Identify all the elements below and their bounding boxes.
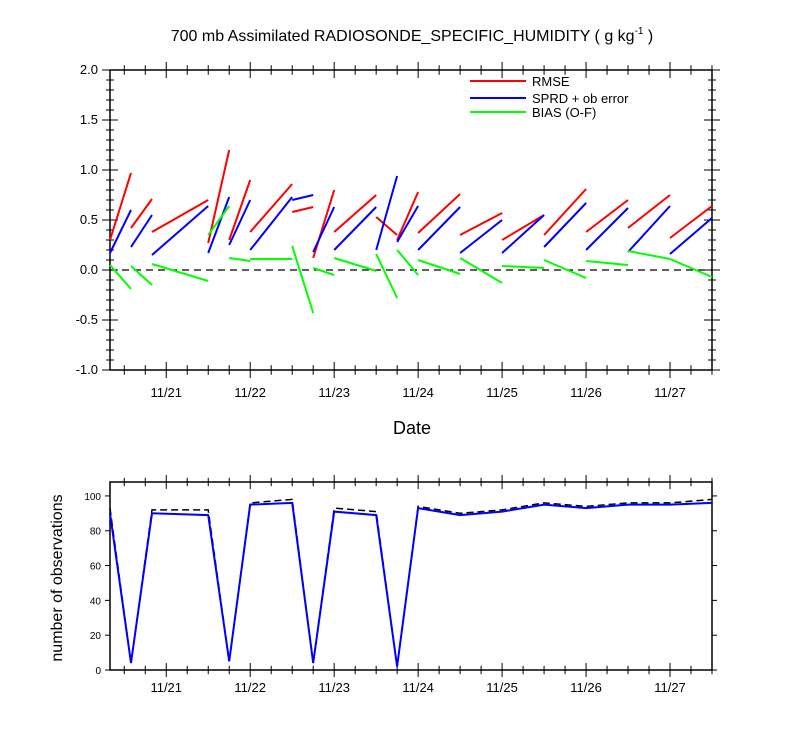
series-bias-o-f-segment xyxy=(502,265,545,269)
top-plot-area: -1.0 -0.5 0.0 0.5 1.0 1.5 2.0 11/21 11/22 11/23 11… xyxy=(76,62,720,400)
series-sprd-ob-error-segment xyxy=(151,205,209,256)
y-tick-label: 0.5 xyxy=(80,212,98,227)
y-tick-label: 40 xyxy=(90,596,102,607)
bottom-plot-area: 0 20 40 60 80 100 11/21 11/22 11/23 11/24 11/25 11/… xyxy=(84,475,717,695)
x-tick-label: 11/26 xyxy=(570,680,602,695)
series-rmse-segment xyxy=(375,216,398,236)
series-bias-o-f-segment xyxy=(312,267,335,276)
series-bias-o-f-segment xyxy=(627,250,671,260)
series-rmse-segment xyxy=(291,206,314,213)
x-tick-label: 11/25 xyxy=(486,680,518,695)
y-tick-label: 60 xyxy=(90,562,102,573)
series-sprd-ob-error-segment xyxy=(417,206,461,251)
observation-count-panel: 0 20 40 60 80 100 11/21 11/22 11/23 11/24 11/25 11/… xyxy=(49,475,717,695)
y-tick-label: 1.0 xyxy=(80,162,98,177)
series-sprd-ob-error-segment xyxy=(627,205,671,253)
humidity-stats-panel: 700 mb Assimilated RADIOSONDE_SPECIFIC_H… xyxy=(76,26,720,438)
series-bias-o-f-segment xyxy=(229,257,251,262)
x-tick-label: 11/25 xyxy=(486,385,518,400)
x-tick-label: 11/23 xyxy=(318,385,350,400)
x-tick-label: 11/27 xyxy=(654,680,686,695)
plot-frame xyxy=(109,481,713,671)
series-bias-o-f-segment xyxy=(417,259,461,275)
series-rmse-segment xyxy=(459,212,503,236)
series-bias-o-f-segment xyxy=(543,259,587,279)
chart-title-main: 700 mb Assimilated RADIOSONDE_SPECIFIC_H… xyxy=(171,28,635,45)
x-tick-label: 11/26 xyxy=(570,385,602,400)
series-sprd-ob-error-segment xyxy=(459,219,503,254)
series-sprd-ob-error-segment xyxy=(333,206,377,251)
series-sprd-ob-error-segment xyxy=(543,202,587,248)
series-sprd-ob-error-segment xyxy=(501,214,545,254)
series-rmse-segment xyxy=(130,198,153,229)
x-tick-label: 11/27 xyxy=(654,385,686,400)
series-bias-o-f-segment xyxy=(375,253,399,299)
series-sprd-ob-error-segment xyxy=(109,209,132,254)
series-rmse-segment xyxy=(543,188,587,236)
series-rmse-segment xyxy=(109,172,132,241)
series-rmse-segment xyxy=(417,193,461,234)
series-sprd-ob-error-segment xyxy=(669,217,713,255)
series-bias-o-f-segment xyxy=(207,205,231,236)
series-rmse-segment xyxy=(501,214,545,241)
x-tick-label: 11/23 xyxy=(318,680,350,695)
x-tick-label: 11/21 xyxy=(150,680,182,695)
series-sprd-ob-error-segment xyxy=(375,175,399,251)
series-bias-o-f-segment xyxy=(333,257,377,272)
series-observations-used xyxy=(109,501,713,667)
chart-title-end: ) xyxy=(643,28,653,45)
series-sprd-ob-error-segment xyxy=(291,194,314,201)
series-bias-o-f-segment xyxy=(151,263,209,282)
legend-label: SPRD + ob error xyxy=(532,91,629,106)
chart-title-superscript: -1 xyxy=(635,26,644,37)
series-bias-o-f-segment xyxy=(669,258,713,278)
x-tick-label: 11/21 xyxy=(150,385,182,400)
series-sprd-ob-error-segment xyxy=(312,206,336,253)
series-rmse-segment xyxy=(669,205,713,239)
series-rmse-segment xyxy=(228,179,252,241)
series-rmse-segment xyxy=(207,149,231,244)
series-sprd-ob-error-segment xyxy=(585,207,629,251)
series-rmse-segment xyxy=(249,183,293,233)
y-tick-label: 0.0 xyxy=(80,262,98,277)
series-bias-o-f-segment xyxy=(130,265,153,286)
series-sprd-ob-error-segment xyxy=(130,214,153,248)
x-axis-label: Date xyxy=(393,418,431,438)
series-bias-o-f-segment xyxy=(109,264,132,290)
series-sprd-ob-error-segment xyxy=(207,196,231,254)
series-sprd-ob-error-segment xyxy=(396,205,419,243)
series-bias-o-f-segment xyxy=(459,257,503,284)
y-tick-label: 20 xyxy=(90,631,102,642)
chart-title: 700 mb Assimilated RADIOSONDE_SPECIFIC_H… xyxy=(171,26,654,45)
y-tick-label: 2.0 xyxy=(80,62,98,77)
y-axis-label-observations: number of observations xyxy=(49,494,66,661)
series-rmse-segment xyxy=(312,189,336,259)
series-rmse-segment xyxy=(151,199,209,233)
series-rmse-segment xyxy=(333,194,377,233)
legend-label: RMSE xyxy=(532,74,570,89)
x-tick-label: 11/24 xyxy=(402,680,434,695)
x-tick-label: 11/24 xyxy=(402,385,434,400)
y-tick-label: 1.5 xyxy=(80,112,98,127)
y-tick-label: -1.0 xyxy=(76,362,98,377)
series-rmse-segment xyxy=(627,194,671,229)
series-bias-o-f-segment xyxy=(396,249,419,276)
series-rmse-segment xyxy=(396,191,420,241)
legend-label: BIAS (O-F) xyxy=(532,105,596,120)
x-tick-label: 11/22 xyxy=(234,385,266,400)
series-bias-o-f-segment xyxy=(586,260,629,266)
y-tick-label: -0.5 xyxy=(76,312,98,327)
y-tick-label: 100 xyxy=(84,492,101,503)
y-tick-label: 0 xyxy=(95,666,101,677)
series-sprd-ob-error-segment xyxy=(228,199,252,246)
series-observations-dashed xyxy=(109,498,713,667)
series-bias-o-f-segment xyxy=(291,245,315,314)
series-sprd-ob-error-segment xyxy=(249,196,293,251)
x-tick-label: 11/22 xyxy=(234,680,266,695)
series-rmse-segment xyxy=(585,199,629,233)
y-tick-label: 80 xyxy=(90,527,102,538)
